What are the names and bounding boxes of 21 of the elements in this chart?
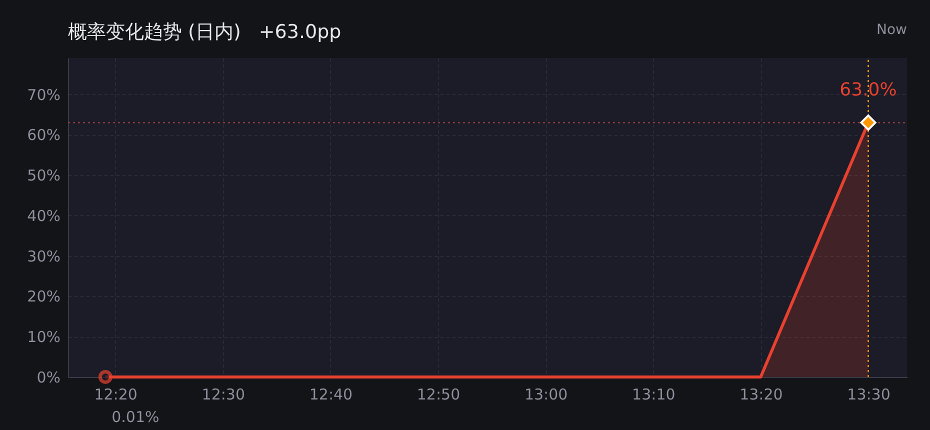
text: Now [876, 22, 907, 38]
chart-subtitle: +63.0pp [258, 21, 342, 43]
x-tick-label: 12:30 [202, 386, 246, 404]
chart-title: 概率变化趋势 (日内) [68, 21, 241, 43]
x-tick-label: 13:20 [740, 386, 783, 404]
x-tick-label: 13:10 [632, 386, 676, 404]
x-tick-label: 13:30 [847, 386, 890, 404]
x-tick-label: 12:40 [309, 386, 353, 404]
y-tick-label: 40% [27, 206, 60, 225]
x-tick-label: 13:00 [524, 386, 568, 404]
y-tick-label: 50% [27, 166, 60, 185]
y-tick-label: 10% [27, 328, 60, 346]
x-tick-label: 12:50 [416, 386, 460, 404]
y-tick-label: 60% [27, 126, 60, 144]
annotation: 0.01% [112, 408, 160, 426]
x-tick-label: 12:20 [94, 386, 138, 404]
y-tick-label: 0% [36, 368, 60, 386]
y-tick-label: 70% [27, 86, 60, 104]
annotation: 63.0% [840, 80, 897, 101]
y-tick-label: 20% [27, 288, 60, 306]
y-tick-label: 30% [27, 247, 60, 266]
